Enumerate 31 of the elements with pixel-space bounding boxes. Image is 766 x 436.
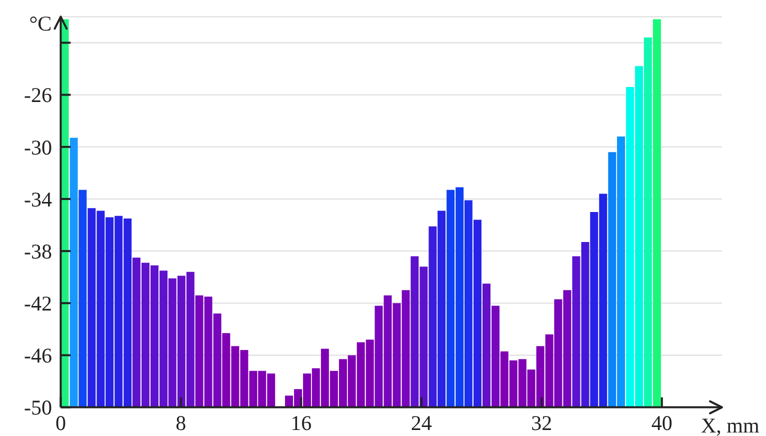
x-tick-label: 24 [410, 411, 432, 435]
bar [581, 242, 590, 408]
bar [70, 138, 78, 408]
bar [464, 200, 472, 408]
x-tick-label: 8 [176, 411, 186, 435]
y-tick-label: -34 [24, 187, 52, 212]
bar [482, 284, 490, 408]
x-tick-label: 40 [651, 411, 672, 435]
bar [572, 256, 580, 408]
bar [428, 226, 437, 408]
y-tick-label: -50 [24, 396, 52, 420]
x-axis-title: X, mm [701, 413, 760, 436]
bar [473, 220, 482, 408]
x-tick-label: 16 [290, 411, 312, 435]
bar [626, 87, 634, 408]
y-tick-label: -38 [24, 239, 52, 264]
y-tick-label: -46 [24, 344, 52, 368]
bar [644, 38, 652, 408]
bar [60, 19, 69, 408]
bar [652, 19, 661, 408]
bar [617, 136, 625, 408]
y-tick-label: -26 [24, 83, 52, 108]
y-tick-label: -30 [24, 135, 52, 160]
bar [635, 66, 644, 408]
x-tick-label: 32 [531, 411, 552, 435]
bar [608, 152, 616, 408]
y-tick-label: -42 [24, 291, 52, 316]
bar [78, 190, 87, 408]
bar [438, 210, 446, 408]
x-tick-label: 0 [55, 411, 66, 435]
y-axis-title: °C [29, 12, 52, 36]
